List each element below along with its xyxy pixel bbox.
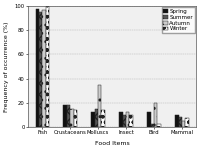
Bar: [91, 112, 95, 127]
Bar: [123, 115, 126, 127]
Bar: [157, 124, 161, 127]
Bar: [185, 118, 189, 127]
Bar: [151, 124, 154, 127]
Bar: [154, 103, 157, 127]
Bar: [36, 9, 39, 127]
Bar: [126, 112, 129, 127]
X-axis label: Food Items: Food Items: [95, 141, 129, 146]
Bar: [67, 105, 70, 127]
Bar: [39, 12, 42, 127]
Y-axis label: Frequency of occurrence (%): Frequency of occurrence (%): [4, 21, 9, 112]
Bar: [63, 105, 67, 127]
Bar: [179, 117, 182, 127]
Bar: [119, 112, 123, 127]
Bar: [129, 115, 133, 127]
Bar: [101, 110, 105, 127]
Bar: [175, 115, 179, 127]
Bar: [46, 6, 49, 127]
Bar: [74, 110, 77, 127]
Legend: Spring, Summer, Autumn, Winter: Spring, Summer, Autumn, Winter: [162, 7, 195, 33]
Bar: [70, 109, 74, 127]
Bar: [98, 85, 101, 127]
Bar: [147, 112, 151, 127]
Bar: [42, 10, 46, 127]
Bar: [182, 121, 185, 127]
Bar: [95, 109, 98, 127]
